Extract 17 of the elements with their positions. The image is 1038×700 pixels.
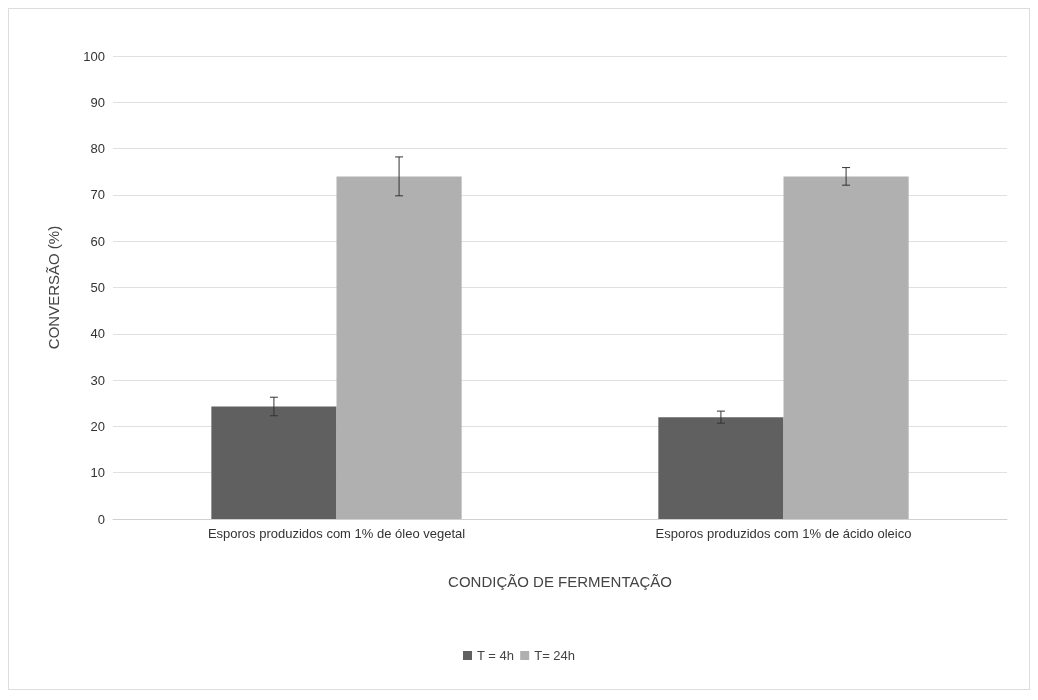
y-tick-label: 100 xyxy=(83,48,105,64)
y-tick-label: 80 xyxy=(90,141,105,157)
x-tick-label: Esporos produzidos com 1% de ácido oleico xyxy=(655,526,912,541)
y-tick-label: 60 xyxy=(90,233,105,249)
y-tick-label: 0 xyxy=(97,511,105,527)
x-tick-label: Esporos produzidos com 1% de óleo vegetal xyxy=(207,526,466,541)
legend-label: T = 4h xyxy=(476,648,514,663)
y-tick-label: 40 xyxy=(90,326,105,342)
y-tick-label: 10 xyxy=(90,465,105,481)
y-tick-label: 70 xyxy=(90,187,105,203)
y-axis-title: CONVERSÃO (%) xyxy=(45,225,62,350)
y-tick-label: 90 xyxy=(90,94,105,110)
y-tick-label: 50 xyxy=(90,280,105,295)
x-axis-title: CONDIÇÃO DE FERMENTAÇÃO xyxy=(448,573,672,590)
y-tick-label: 30 xyxy=(90,372,105,388)
y-tick-label: 20 xyxy=(90,418,105,434)
legend-label: T= 24h xyxy=(534,648,576,663)
